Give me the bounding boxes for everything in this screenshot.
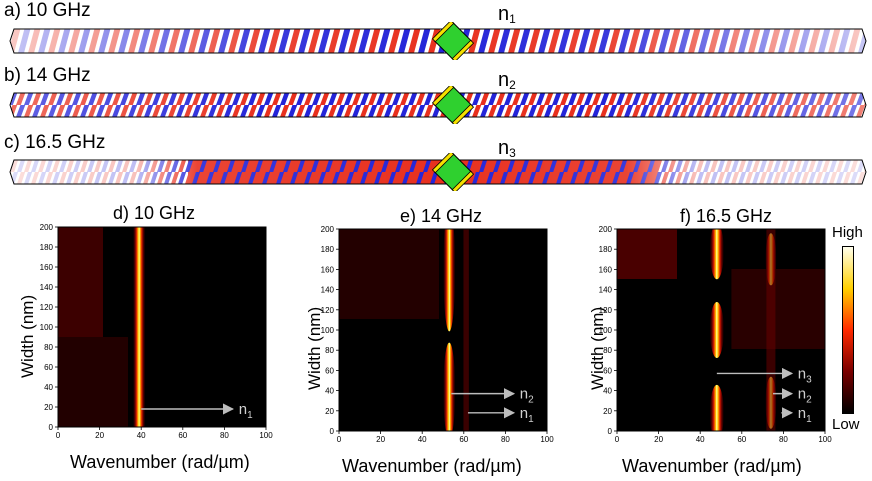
y-tick-label: 140 [599,286,613,295]
x-tick-label: 40 [696,435,705,444]
waveguide-strip-c [8,153,868,191]
y-tick-label: 40 [325,387,334,396]
band [709,229,724,280]
panel-f-title: f) 16.5 GHz [680,206,773,226]
panel-e-title: e) 14 GHz [400,206,483,226]
y-tick-label: 120 [40,303,54,312]
y-tick-label: 20 [603,407,612,416]
y-tick-label: 200 [321,225,335,234]
band [443,229,456,332]
x-tick-label: 60 [737,435,746,444]
y-tick-label: 160 [40,263,54,272]
y-tick-label: 80 [603,346,612,355]
y-tick-label: 160 [599,265,613,274]
band [709,384,724,431]
y-tick-label: 0 [49,423,54,432]
y-tick-label: 120 [599,306,613,315]
x-tick-label: 100 [818,435,832,444]
band [463,229,469,431]
y-tick-label: 180 [321,245,335,254]
y-tick-label: 100 [321,326,335,335]
panel-d-xlabel: Wavenumber (rad/µm) [70,452,250,472]
heatmap-panel-0 [58,227,266,427]
strip-a-label: a) 10 GHz [4,0,91,21]
panel-e-xlabel: Wavenumber (rad/µm) [342,456,522,476]
x-tick-label: 40 [418,435,427,444]
y-tick-label: 200 [40,223,54,232]
x-tick-label: 80 [220,431,229,440]
y-tick-label: 40 [44,383,53,392]
y-tick-label: 0 [330,427,335,436]
panel-d-title: d) 10 GHz [113,203,196,223]
colorbar-high-label: High [832,224,863,241]
y-tick-label: 140 [321,286,335,295]
y-tick-label: 160 [321,265,335,274]
y-tick-label: 180 [40,243,54,252]
y-tick-label: 180 [599,245,613,254]
heatmap-panel-1 [339,229,547,431]
x-tick-label: 20 [95,431,104,440]
band [133,227,146,427]
y-tick-label: 200 [599,225,613,234]
y-tick-label: 100 [40,323,54,332]
strip-b-mode-label: n2 [498,69,516,92]
x-tick-label: 100 [540,435,554,444]
x-tick-label: 80 [501,435,510,444]
y-tick-label: 80 [325,346,334,355]
y-tick-label: 100 [599,326,613,335]
x-tick-label: 20 [376,435,385,444]
colorbar [842,246,854,414]
waveguide-strip-b [8,86,868,124]
y-tick-label: 0 [608,427,613,436]
y-tick-label: 40 [603,387,612,396]
waveguide-strip-a [8,22,868,60]
y-tick-label: 120 [321,306,335,315]
strip-c-mode-label: n3 [498,137,516,160]
x-tick-label: 60 [178,431,187,440]
x-tick-label: 0 [337,435,342,444]
x-tick-label: 100 [259,431,273,440]
x-tick-label: 40 [137,431,146,440]
x-tick-label: 0 [615,435,620,444]
x-tick-label: 20 [654,435,663,444]
strip-a-mode-label: n1 [498,3,516,26]
y-tick-label: 60 [44,363,53,372]
colorbar-low-label: Low [832,416,860,433]
y-tick-label: 60 [325,366,334,375]
strip-b-label: b) 14 GHz [4,65,91,86]
heatmap-panel-2 [617,229,825,431]
y-tick-label: 140 [40,283,54,292]
y-tick-label: 80 [44,343,53,352]
x-tick-label: 80 [779,435,788,444]
strip-c-label: c) 16.5 GHz [4,132,106,153]
band [443,342,456,431]
y-tick-label: 60 [603,366,612,375]
band [709,302,724,358]
x-tick-label: 0 [56,431,61,440]
y-tick-label: 20 [325,407,334,416]
panel-f-xlabel: Wavenumber (rad/µm) [622,456,802,476]
x-tick-label: 60 [459,435,468,444]
y-tick-label: 20 [44,403,53,412]
